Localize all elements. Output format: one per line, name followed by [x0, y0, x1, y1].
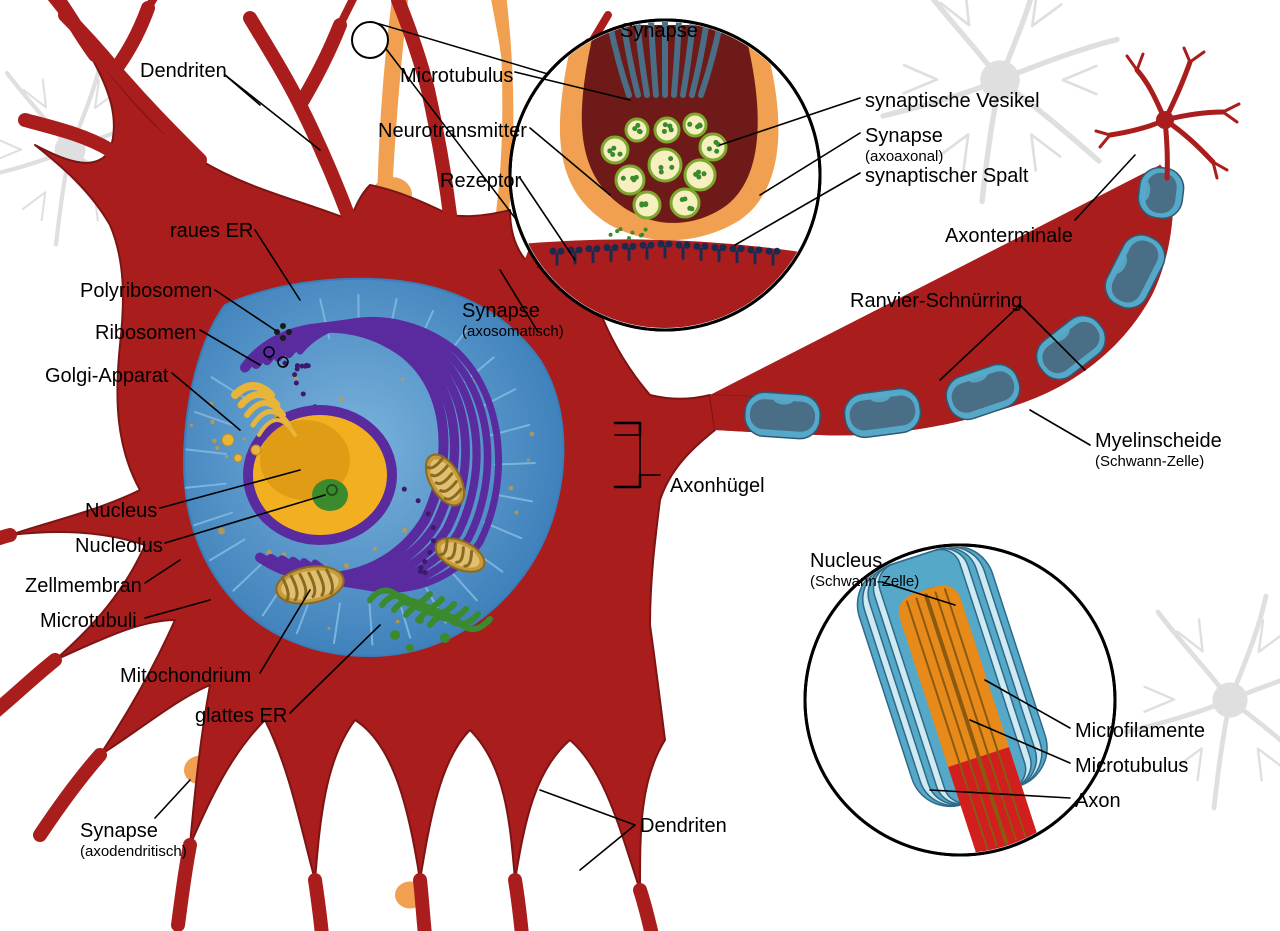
label-glattes_er: glattes ER — [195, 705, 287, 728]
label-microtubuli: Microtubuli — [40, 610, 137, 633]
label-text: Dendriten — [640, 815, 727, 837]
label-subtext: (Schwann-Zelle) — [810, 573, 919, 590]
label-text: Golgi-Apparat — [45, 365, 168, 387]
label-text: Axonhügel — [670, 475, 765, 497]
label-golgi: Golgi-Apparat — [45, 365, 168, 388]
label-text: Nucleolus — [75, 535, 163, 557]
label-text: Dendriten — [140, 60, 227, 82]
label-text: Myelinscheide — [1095, 430, 1222, 452]
label-synapse_axoaxonal: Synapse(axoaxonal) — [865, 125, 943, 165]
label-microfilamente: Microfilamente — [1075, 720, 1205, 743]
label-axonterminale: Axonterminale — [945, 225, 1073, 248]
label-ranvier: Ranvier-Schnürring — [850, 290, 1022, 313]
label-text: Neurotransmitter — [378, 120, 527, 142]
label-text: Zellmembran — [25, 575, 142, 597]
label-rezeptor: Rezeptor — [440, 170, 521, 193]
label-text: Nucleus — [810, 550, 882, 572]
label-text: Polyribosomen — [80, 280, 212, 302]
label-synapse_title: Synapse — [620, 20, 698, 43]
label-text: Nucleus — [85, 500, 157, 522]
label-ribosomen: Ribosomen — [95, 322, 196, 345]
label-synapse_axodend: Synapse(axodendritisch) — [80, 820, 187, 860]
label-dendriten1: Dendriten — [140, 60, 227, 83]
label-nucleus: Nucleus — [85, 500, 157, 523]
label-text: Synapse — [80, 820, 158, 842]
label-text: Synapse — [462, 300, 540, 322]
label-microtubulus_top: Microtubulus — [400, 65, 513, 88]
label-dendriten2: Dendriten — [640, 815, 727, 838]
label-text: synaptischer Spalt — [865, 165, 1028, 187]
label-text: Synapse — [865, 125, 943, 147]
label-zellmembran: Zellmembran — [25, 575, 142, 598]
label-text: Microfilamente — [1075, 720, 1205, 742]
label-subtext: (axodendritisch) — [80, 843, 187, 860]
label-subtext: (Schwann-Zelle) — [1095, 453, 1222, 470]
label-axon: Axon — [1075, 790, 1121, 813]
label-polyribosomen: Polyribosomen — [80, 280, 212, 303]
label-text: Ribosomen — [95, 322, 196, 344]
label-nucleus_schwann: Nucleus(Schwann-Zelle) — [810, 550, 919, 590]
label-text: Rezeptor — [440, 170, 521, 192]
label-syn_spalt: synaptischer Spalt — [865, 165, 1028, 188]
label-subtext: (axosomatisch) — [462, 323, 564, 340]
label-neurotransmitter: Neurotransmitter — [378, 120, 527, 143]
label-microtubulus_ax: Microtubulus — [1075, 755, 1188, 778]
label-text: Axonterminale — [945, 225, 1073, 247]
label-text: Microtubuli — [40, 610, 137, 632]
label-subtext: (axoaxonal) — [865, 148, 943, 165]
label-text: synaptische Vesikel — [865, 90, 1040, 112]
label-text: Microtubulus — [1075, 755, 1188, 777]
label-raues_er: raues ER — [170, 220, 253, 243]
label-text: Synapse — [620, 20, 698, 42]
label-text: Axon — [1075, 790, 1121, 812]
label-text: Ranvier-Schnürring — [850, 290, 1022, 312]
label-text: Mitochondrium — [120, 665, 251, 687]
label-synapse_axosom: Synapse(axosomatisch) — [462, 300, 564, 340]
label-text: raues ER — [170, 220, 253, 242]
label-text: Microtubulus — [400, 65, 513, 87]
label-myelinscheide: Myelinscheide(Schwann-Zelle) — [1095, 430, 1222, 470]
label-axonhuegel: Axonhügel — [670, 475, 765, 498]
label-nucleolus: Nucleolus — [75, 535, 163, 558]
label-mitochondrium: Mitochondrium — [120, 665, 251, 688]
neuron-diagram: Dendriten Microtubulus Synapse Neurotransmi… — [0, 0, 1280, 931]
label-syn_vesikel: synaptische Vesikel — [865, 90, 1040, 113]
label-text: glattes ER — [195, 705, 287, 727]
